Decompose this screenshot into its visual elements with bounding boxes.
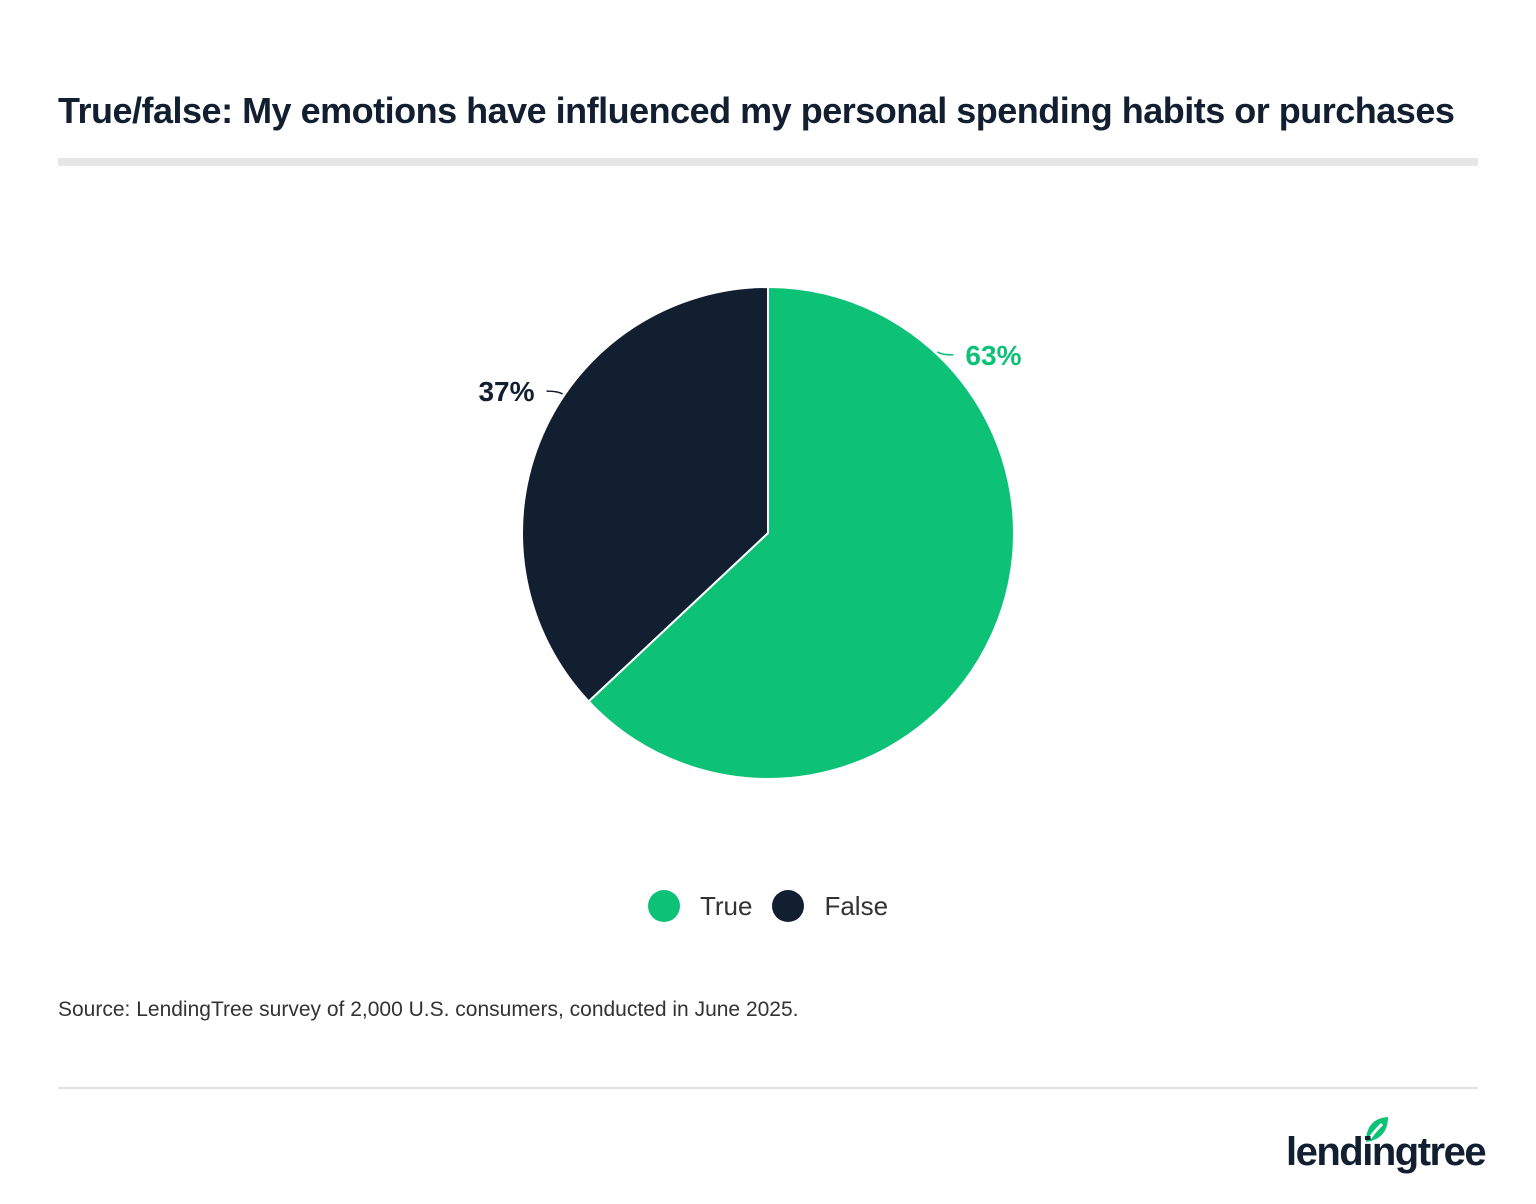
lendingtree-logo: lendingtree: [1286, 1114, 1487, 1176]
leaf-icon: [1366, 1117, 1388, 1142]
source-note: Source: LendingTree survey of 2,000 U.S.…: [58, 998, 799, 1021]
pie-slice-true: [587, 285, 1015, 780]
legend-swatch-false: [772, 890, 805, 922]
chart-title: True/false: My emotions have influenced …: [58, 90, 1455, 131]
logo-text: lendingtree: [1286, 1130, 1487, 1174]
leader-line-true: [936, 351, 954, 356]
legend-swatch-true: [647, 890, 680, 922]
legend: True False: [0, 890, 1536, 922]
legend-item-false: False: [772, 890, 888, 922]
data-label-true: 63%: [965, 340, 1021, 371]
pie-slice-false: [521, 285, 769, 703]
data-label-false: 37%: [478, 376, 534, 407]
leader-line-false: [546, 390, 563, 395]
legend-item-true: True: [647, 890, 753, 922]
title-divider: [58, 158, 1478, 166]
legend-label-true: True: [699, 890, 753, 921]
legend-label-false: False: [824, 890, 889, 921]
footer-divider: [58, 1087, 1478, 1089]
